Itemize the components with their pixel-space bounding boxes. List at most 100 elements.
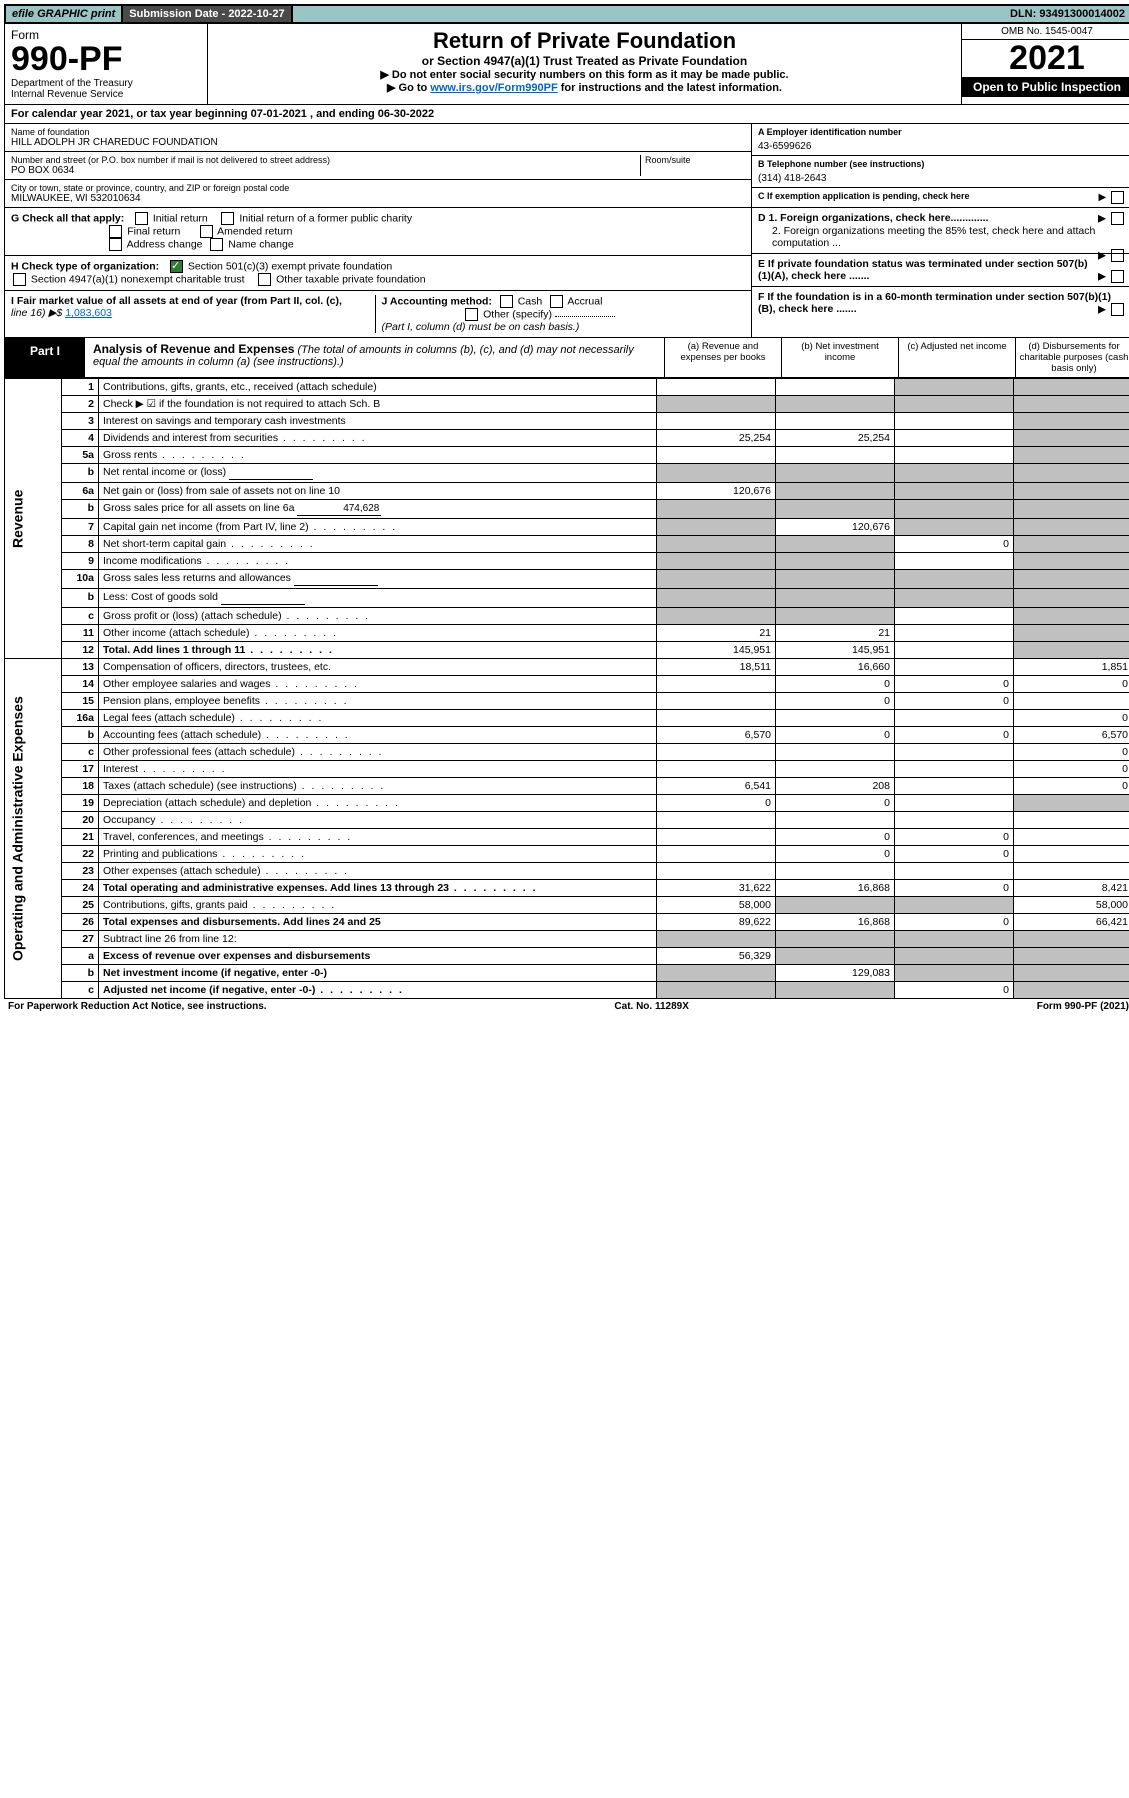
efile-label[interactable]: efile GRAPHIC print <box>6 6 123 22</box>
fmv-value[interactable]: 1,083,603 <box>65 307 112 319</box>
tax-year: 2021 <box>962 40 1129 77</box>
cell-dcol <box>1014 642 1129 659</box>
cell-dcol <box>1014 413 1129 430</box>
line-desc: Subtract line 26 from line 12: <box>99 931 657 948</box>
cell-b <box>776 500 895 519</box>
cell-c <box>895 483 1014 500</box>
part1-label: Part I <box>5 338 85 377</box>
e-checkbox[interactable] <box>1111 270 1124 283</box>
cell-b: 16,660 <box>776 659 895 676</box>
inline-value[interactable] <box>229 466 313 480</box>
cell-b <box>776 710 895 727</box>
cell-dcol <box>1014 829 1129 846</box>
line-desc: Excess of revenue over expenses and disb… <box>99 948 657 965</box>
cell-b <box>776 396 895 413</box>
accrual-cb[interactable] <box>550 295 563 308</box>
expenses-side-label: Operating and Administrative Expenses <box>5 659 62 999</box>
cell-dcol: 1,851 <box>1014 659 1129 676</box>
line-desc: Total. Add lines 1 through 11 <box>99 642 657 659</box>
other-method-cb[interactable] <box>465 308 478 321</box>
line-no: 27 <box>62 931 99 948</box>
addr-change-cb[interactable] <box>109 238 122 251</box>
cash-lbl: Cash <box>518 295 543 307</box>
line-desc: Printing and publications <box>99 846 657 863</box>
initial-return-cb[interactable] <box>135 212 148 225</box>
cell-a: 21 <box>657 625 776 642</box>
cell-b <box>776 982 895 999</box>
amended-return-cb[interactable] <box>200 225 213 238</box>
amended-return-lbl: Amended return <box>217 225 292 237</box>
line-desc: Gross rents <box>99 447 657 464</box>
name-change-cb[interactable] <box>210 238 223 251</box>
cash-cb[interactable] <box>500 295 513 308</box>
line-desc: Income modifications <box>99 553 657 570</box>
cell-c: 0 <box>895 693 1014 710</box>
cell-c <box>895 500 1014 519</box>
cell-a <box>657 693 776 710</box>
line-desc: Net rental income or (loss) <box>99 464 657 483</box>
d1-checkbox[interactable] <box>1111 212 1124 225</box>
cell-b <box>776 948 895 965</box>
part1-title: Analysis of Revenue and Expenses <box>93 342 294 356</box>
addr-change-lbl: Address change <box>127 238 203 250</box>
line-no: 25 <box>62 897 99 914</box>
line-desc: Total operating and administrative expen… <box>99 880 657 897</box>
revenue-side-label: Revenue <box>5 379 62 659</box>
line-no: c <box>62 608 99 625</box>
cell-b: 0 <box>776 846 895 863</box>
omb-number: OMB No. 1545-0047 <box>962 24 1129 40</box>
cell-c <box>895 519 1014 536</box>
cell-b <box>776 608 895 625</box>
cell-dcol <box>1014 570 1129 589</box>
line-desc: Interest <box>99 761 657 778</box>
cell-b: 129,083 <box>776 965 895 982</box>
line-desc: Net short-term capital gain <box>99 536 657 553</box>
line-no: c <box>62 982 99 999</box>
cell-dcol: 6,570 <box>1014 727 1129 744</box>
h-section: H Check type of organization: Section 50… <box>5 255 751 290</box>
f-checkbox[interactable] <box>1111 303 1124 316</box>
line-no: 20 <box>62 812 99 829</box>
line-desc: Total expenses and disbursements. Add li… <box>99 914 657 931</box>
4947-cb[interactable] <box>13 273 26 286</box>
irs-link[interactable]: www.irs.gov/Form990PF <box>430 82 557 94</box>
col-a-hdr: (a) Revenue and expenses per books <box>664 338 781 377</box>
other-taxable-cb[interactable] <box>258 273 271 286</box>
cell-a <box>657 863 776 880</box>
501c3-cb[interactable] <box>170 260 183 273</box>
initial-former-cb[interactable] <box>221 212 234 225</box>
cell-b: 21 <box>776 625 895 642</box>
ij-section: I Fair market value of all assets at end… <box>5 290 751 337</box>
city-state-zip: MILWAUKEE, WI 532010634 <box>11 193 745 204</box>
line-no: b <box>62 464 99 483</box>
entity-info: Name of foundation HILL ADOLPH JR CHARED… <box>4 124 1129 208</box>
inline-value[interactable] <box>297 502 381 516</box>
cell-b: 120,676 <box>776 519 895 536</box>
j-label: J Accounting method: <box>382 295 492 307</box>
line-desc: Other professional fees (attach schedule… <box>99 744 657 761</box>
line-no: 7 <box>62 519 99 536</box>
line-desc: Net investment income (if negative, ente… <box>99 965 657 982</box>
inline-value[interactable] <box>221 591 305 605</box>
cell-a: 18,511 <box>657 659 776 676</box>
open-to-public: Open to Public Inspection <box>962 77 1129 97</box>
cell-b <box>776 812 895 829</box>
goto-pre: ▶ Go to <box>387 82 430 94</box>
cell-a <box>657 519 776 536</box>
inline-value[interactable] <box>294 572 378 586</box>
cell-dcol <box>1014 447 1129 464</box>
line-desc: Adjusted net income (if negative, enter … <box>99 982 657 999</box>
d2-checkbox[interactable] <box>1111 249 1124 262</box>
cell-a <box>657 500 776 519</box>
line-desc: Compensation of officers, directors, tru… <box>99 659 657 676</box>
initial-former-lbl: Initial return of a former public charit… <box>239 212 412 224</box>
foundation-name: HILL ADOLPH JR CHAREDUC FOUNDATION <box>11 137 745 148</box>
line-desc: Gross profit or (loss) (attach schedule) <box>99 608 657 625</box>
cell-dcol <box>1014 846 1129 863</box>
final-return-cb[interactable] <box>109 225 122 238</box>
c-checkbox[interactable] <box>1111 191 1124 204</box>
department-label: Department of the Treasury Internal Reve… <box>11 78 201 100</box>
line-no: 21 <box>62 829 99 846</box>
cell-c <box>895 642 1014 659</box>
cell-c <box>895 863 1014 880</box>
